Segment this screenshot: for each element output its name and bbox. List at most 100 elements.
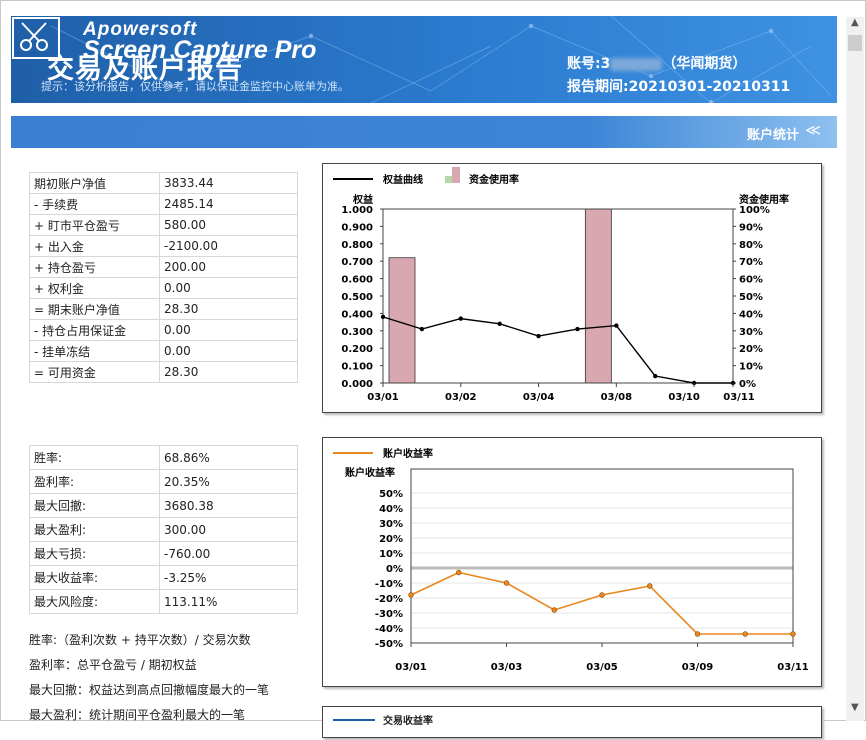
watermark-product: Screen Capture Pro bbox=[83, 36, 317, 64]
table-row: = 可用资金 28.30 bbox=[29, 361, 298, 383]
x-tick-label: 03/01 bbox=[367, 392, 399, 403]
network-background-graphic bbox=[50, 16, 832, 103]
row-label: = 可用资金 bbox=[29, 361, 160, 383]
y-tick-label: 1.000 bbox=[341, 205, 373, 216]
row-label: + 出入金 bbox=[29, 235, 160, 257]
table-row: 胜率: 68.86% bbox=[29, 445, 298, 470]
y-tick-label: 50% bbox=[379, 489, 403, 500]
plot-area-frame bbox=[382, 208, 734, 384]
row-value: 68.86% bbox=[159, 445, 298, 470]
table-row: + 出入金 -2100.00 bbox=[29, 235, 298, 257]
equity-point bbox=[497, 321, 502, 327]
y2-tick-label: 80% bbox=[739, 240, 763, 251]
definition-notes: 胜率:（盈利次数 + 持平次数）/ 交易次数 盈利率：总平仓盈亏 / 期初权益 … bbox=[29, 628, 269, 728]
row-value: 0.00 bbox=[159, 277, 298, 299]
y-tick-label: 0.800 bbox=[341, 240, 373, 251]
row-value: 20.35% bbox=[159, 469, 298, 494]
return-rate-chart: 账户收益率 账户收益率 50% 40% 30% 20% 10% 0% -10% -20% -30% -… bbox=[322, 437, 822, 687]
y2-tick-label: 90% bbox=[739, 222, 763, 233]
table-row: 最大收益率: -3.25% bbox=[29, 565, 298, 590]
collapse-chevron-icon[interactable]: ≪ bbox=[805, 121, 821, 139]
scroll-down-arrow-icon[interactable]: ▼ bbox=[851, 702, 859, 713]
table-row: 期初账户净值 3833.44 bbox=[29, 172, 298, 194]
watermark-brand: Apowersoft bbox=[83, 19, 198, 40]
row-value: 0.00 bbox=[159, 319, 298, 341]
vertical-scrollbar[interactable]: ▲ ▼ bbox=[846, 17, 864, 721]
x-tick-label: 03/08 bbox=[601, 392, 633, 403]
table-row: 最大盈利: 300.00 bbox=[29, 517, 298, 542]
return-point bbox=[790, 631, 796, 637]
y2-axis-title: 资金使用率 bbox=[739, 193, 789, 206]
return-point bbox=[408, 592, 414, 598]
note-line: 最大盈利：统计期间平仓盈利最大的一笔 bbox=[29, 708, 246, 722]
row-value: 3680.38 bbox=[159, 493, 298, 518]
y-tick-label: 0.300 bbox=[341, 327, 373, 338]
return-point bbox=[694, 631, 701, 637]
row-label: 最大亏损: bbox=[29, 541, 160, 566]
row-value: 580.00 bbox=[159, 214, 298, 236]
y-tick-label: 0.000 bbox=[341, 379, 373, 390]
x-tick-label: 03/09 bbox=[682, 662, 714, 673]
equity-point bbox=[536, 333, 541, 339]
table-row: 最大亏损: -760.00 bbox=[29, 541, 298, 566]
table-row: 最大风险度: 113.11% bbox=[29, 589, 298, 614]
y-tick-label: 0.500 bbox=[341, 292, 373, 303]
table-row: + 持仓盈亏 200.00 bbox=[29, 256, 298, 278]
table-row: 最大回撤: 3680.38 bbox=[29, 493, 298, 518]
y-tick-label: -40% bbox=[375, 624, 403, 635]
y-tick-label: 40% bbox=[379, 504, 403, 515]
y-tick-label: 30% bbox=[379, 519, 403, 530]
y2-tick-label: 100% bbox=[739, 205, 770, 216]
scrollbar-thumb[interactable] bbox=[848, 35, 862, 51]
x-tick-label: 03/05 bbox=[586, 662, 618, 673]
y2-tick-label: 30% bbox=[739, 327, 763, 338]
equity-point bbox=[419, 326, 425, 332]
row-label: - 手续费 bbox=[29, 193, 160, 215]
y-tick-label: -50% bbox=[375, 639, 403, 650]
row-value: 28.30 bbox=[159, 361, 298, 383]
return-point bbox=[456, 569, 462, 576]
y-tick-label: 0% bbox=[386, 564, 403, 575]
y2-tick-label: 0% bbox=[739, 379, 756, 390]
equity-point bbox=[575, 326, 580, 332]
legend-bar-swatch-green bbox=[445, 176, 452, 183]
y2-tick-label: 40% bbox=[739, 309, 763, 320]
y2-tick-label: 10% bbox=[739, 362, 763, 373]
row-value: 0.00 bbox=[159, 340, 298, 362]
row-label: 盈利率: bbox=[29, 469, 160, 494]
x-tick-label: 03/03 bbox=[491, 662, 523, 673]
table-row: - 挂单冻结 0.00 bbox=[29, 340, 298, 362]
table-row: - 手续费 2485.14 bbox=[29, 193, 298, 215]
row-value: 28.30 bbox=[159, 298, 298, 320]
return-point bbox=[503, 580, 510, 586]
row-label: + 权利金 bbox=[29, 277, 160, 299]
x-tick-label: 03/01 bbox=[395, 662, 427, 673]
note-line: 盈利率：总平仓盈亏 / 期初权益 bbox=[29, 658, 197, 672]
x-tick-label: 03/02 bbox=[445, 392, 477, 403]
y-tick-label: 20% bbox=[379, 534, 403, 545]
row-label: + 盯市平仓盈亏 bbox=[29, 214, 160, 236]
y-tick-label: 0.700 bbox=[341, 257, 373, 268]
section-header-account-stats[interactable]: 账户统计 ≪ bbox=[11, 116, 837, 148]
y-tick-label: 0.400 bbox=[341, 309, 373, 320]
row-label: 最大风险度: bbox=[29, 589, 160, 614]
equity-chart: 权益曲线 资金使用率 权益 资金使用率 0.000 0.100 0.200 0.300 0.40… bbox=[322, 163, 822, 413]
y-tick-label: 0.900 bbox=[341, 222, 373, 233]
row-value: -760.00 bbox=[159, 541, 298, 566]
row-label: - 持仓占用保证金 bbox=[29, 319, 160, 341]
scroll-up-arrow-icon[interactable]: ▲ bbox=[851, 17, 859, 28]
plot-area-frame bbox=[410, 468, 794, 644]
row-label: + 持仓盈亏 bbox=[29, 256, 160, 278]
row-label: 胜率: bbox=[29, 445, 160, 470]
performance-ratio-table: 胜率: 68.86% 盈利率: 20.35% 最大回撤: 3680.38 最大盈利: 300.… bbox=[29, 445, 298, 614]
note-line: 胜率:（盈利次数 + 持平次数）/ 交易次数 bbox=[29, 633, 251, 647]
y-tick-label: 0.600 bbox=[341, 275, 373, 286]
account-info: 账号:3 （华闻期货） bbox=[567, 53, 746, 73]
row-label: 最大回撤: bbox=[29, 493, 160, 518]
row-label: 最大收益率: bbox=[29, 565, 160, 590]
equity-point bbox=[380, 314, 386, 320]
table-row: = 期末账户净值 28.30 bbox=[29, 298, 298, 320]
scissors-icon bbox=[12, 17, 60, 59]
equity-point bbox=[458, 316, 463, 321]
y-tick-label: -20% bbox=[375, 594, 403, 605]
